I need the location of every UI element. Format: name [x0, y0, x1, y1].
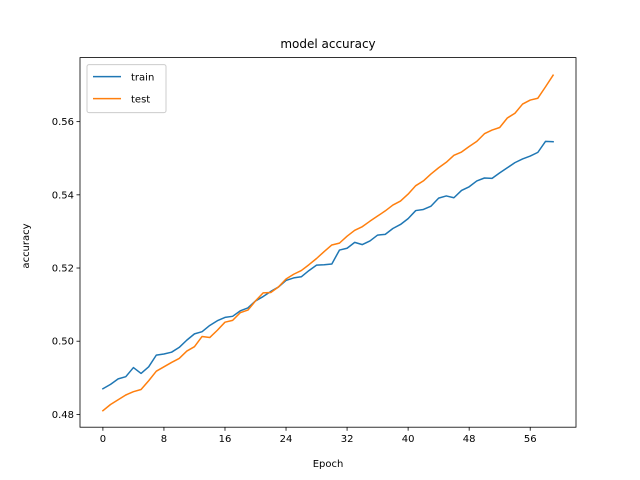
x-tick-label: 48: [463, 434, 476, 445]
series-layer: [101, 74, 555, 412]
x-tick-label: 56: [524, 434, 537, 445]
x-tick-label: 24: [280, 434, 293, 445]
axes-layer: 0 8 16 24 32 40 48 56 0.48 0.50 0.52 0.54 0.56: [52, 57, 577, 445]
x-tick-label: 32: [341, 434, 354, 445]
y-tick-label: 0.56: [52, 117, 74, 128]
x-tick-label: 0: [100, 434, 106, 445]
chart-title: model accuracy: [280, 37, 375, 51]
series-line-test: [101, 74, 555, 412]
x-tick-label: 16: [219, 434, 232, 445]
y-tick-label: 0.54: [52, 190, 74, 201]
x-axis-title: Epoch: [313, 459, 344, 470]
y-tick-label: 0.50: [52, 337, 74, 348]
legend-label-train: train: [131, 73, 154, 84]
series-line-train: [101, 140, 554, 390]
axes-frame: [79, 57, 577, 428]
y-tick-label: 0.48: [52, 410, 74, 421]
y-tick-label: 0.52: [52, 264, 74, 275]
legend: train test: [86, 64, 167, 114]
y-axis-title: accuracy: [21, 223, 32, 268]
legend-label-test: test: [131, 95, 150, 106]
x-tick-label: 40: [402, 434, 415, 445]
x-tick-label: 8: [161, 434, 167, 445]
